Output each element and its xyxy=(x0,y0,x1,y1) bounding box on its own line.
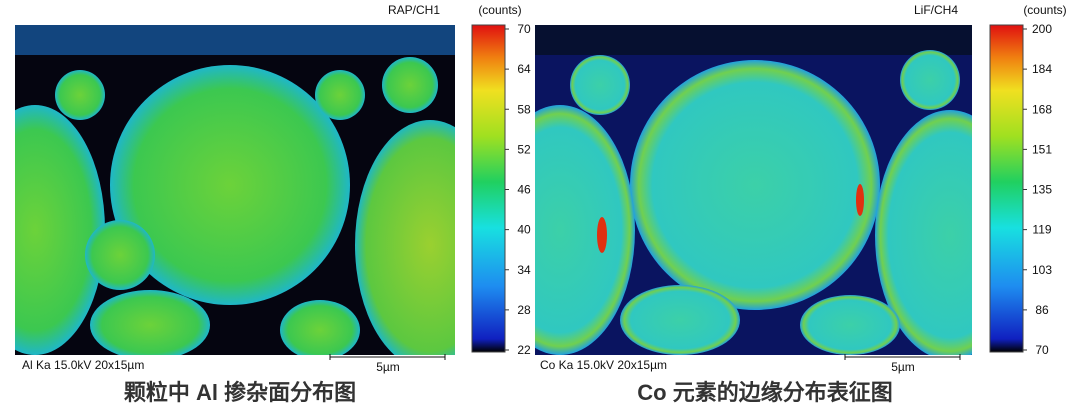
colorbar-tick-label: 135 xyxy=(1032,183,1052,197)
unit-label: (counts) xyxy=(478,3,521,17)
scale-bar xyxy=(329,354,446,360)
co-map xyxy=(535,25,972,355)
colorbar-tick-label: 34 xyxy=(517,263,531,277)
colorbar-tick-label: 119 xyxy=(1032,223,1051,237)
colorbar-tick-label: 58 xyxy=(517,102,531,116)
caption: 颗粒中 Al 掺杂面分布图 xyxy=(124,380,356,405)
info-label: Co Ka 15.0kV 20x15µm xyxy=(540,358,667,372)
channel-label: LiF/CH4 xyxy=(914,3,958,17)
colorbar-tick-label: 86 xyxy=(1035,303,1049,317)
colorbar-tick-label: 64 xyxy=(517,62,531,76)
colorbar-tick-label: 28 xyxy=(517,303,531,317)
colorbar xyxy=(989,24,1024,353)
scale-bar xyxy=(844,354,961,360)
caption: Co 元素的边缘分布表征图 xyxy=(637,380,892,405)
colorbar xyxy=(471,24,506,353)
channel-label: RAP/CH1 xyxy=(388,3,440,17)
colorbar-tick-label: 46 xyxy=(517,183,531,197)
unit-label: (counts) xyxy=(1023,3,1066,17)
colorbar-tick-label: 151 xyxy=(1032,142,1052,156)
scale-label: 5µm xyxy=(891,360,915,374)
colorbar-tick-label: 40 xyxy=(517,223,531,237)
colorbar-tick-label: 70 xyxy=(1035,343,1049,357)
scale-label: 5µm xyxy=(376,360,400,374)
colorbar-tick-label: 103 xyxy=(1032,263,1052,277)
colorbar-tick-label: 52 xyxy=(517,142,531,156)
colorbar-tick-label: 168 xyxy=(1032,102,1052,116)
colorbar-tick-label: 200 xyxy=(1032,22,1052,36)
colorbar-tick-label: 184 xyxy=(1032,62,1052,76)
colorbar-tick-label: 70 xyxy=(517,22,531,36)
al-map xyxy=(15,25,455,355)
info-label: Al Ka 15.0kV 20x15µm xyxy=(22,358,144,372)
colorbar-tick-label: 22 xyxy=(517,343,531,357)
